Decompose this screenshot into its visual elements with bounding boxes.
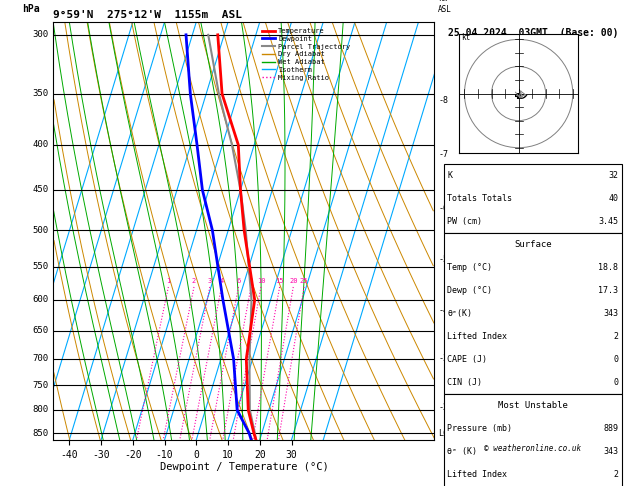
Text: Dewp (°C): Dewp (°C) <box>447 286 493 295</box>
Text: kt: kt <box>462 33 470 42</box>
Text: CAPE (J): CAPE (J) <box>447 355 487 364</box>
Text: Surface: Surface <box>514 240 552 249</box>
X-axis label: Dewpoint / Temperature (°C): Dewpoint / Temperature (°C) <box>160 462 328 472</box>
Text: 0: 0 <box>613 378 618 387</box>
Text: 20: 20 <box>289 278 298 284</box>
Text: 3.45: 3.45 <box>598 217 618 226</box>
Text: 800: 800 <box>33 405 49 415</box>
Text: 3: 3 <box>208 278 212 284</box>
Text: 2: 2 <box>192 278 196 284</box>
Text: θᵉ (K): θᵉ (K) <box>447 447 477 456</box>
Text: 650: 650 <box>33 326 49 335</box>
Text: 700: 700 <box>33 354 49 364</box>
Text: 350: 350 <box>33 89 49 98</box>
Text: 6: 6 <box>237 278 241 284</box>
Text: 40: 40 <box>608 194 618 203</box>
Text: 750: 750 <box>33 381 49 390</box>
Legend: Temperature, Dewpoint, Parcel Trajectory, Dry Adiabat, Wet Adiabat, Isotherm, Mi: Temperature, Dewpoint, Parcel Trajectory… <box>259 25 353 83</box>
FancyBboxPatch shape <box>444 164 622 233</box>
Text: 600: 600 <box>33 295 49 304</box>
Text: 889: 889 <box>603 424 618 433</box>
Text: -7: -7 <box>438 150 448 159</box>
Text: LCL: LCL <box>438 429 453 437</box>
FancyBboxPatch shape <box>444 233 622 394</box>
Text: 450: 450 <box>33 185 49 194</box>
Text: -8: -8 <box>438 96 448 105</box>
FancyBboxPatch shape <box>444 394 622 486</box>
Text: © weatheronline.co.uk: © weatheronline.co.uk <box>484 444 582 453</box>
Text: Lifted Index: Lifted Index <box>447 470 508 479</box>
Text: PW (cm): PW (cm) <box>447 217 482 226</box>
Text: 9°59'N  275°12'W  1155m  ASL: 9°59'N 275°12'W 1155m ASL <box>53 10 242 20</box>
Text: 400: 400 <box>33 140 49 149</box>
Text: -5: -5 <box>438 255 448 264</box>
Text: -4: -4 <box>438 306 448 315</box>
Text: 2: 2 <box>613 332 618 341</box>
Text: 8: 8 <box>249 278 253 284</box>
Text: Pressure (mb): Pressure (mb) <box>447 424 513 433</box>
Text: 850: 850 <box>33 429 49 437</box>
Text: 500: 500 <box>33 226 49 235</box>
Text: 300: 300 <box>33 30 49 39</box>
Text: 10: 10 <box>257 278 265 284</box>
Text: 18.8: 18.8 <box>598 263 618 272</box>
Text: 25.04.2024  03GMT  (Base: 00): 25.04.2024 03GMT (Base: 00) <box>448 28 618 38</box>
Text: hPa: hPa <box>22 3 40 14</box>
Text: Totals Totals: Totals Totals <box>447 194 513 203</box>
Text: 2: 2 <box>613 470 618 479</box>
Text: km
ASL: km ASL <box>438 0 452 14</box>
Text: 25: 25 <box>300 278 308 284</box>
Text: -3: -3 <box>438 354 448 364</box>
Text: Mixing Ratio (g/kg): Mixing Ratio (g/kg) <box>455 208 464 295</box>
Text: 17.3: 17.3 <box>598 286 618 295</box>
Text: -6: -6 <box>438 204 448 213</box>
Text: 15: 15 <box>276 278 284 284</box>
Text: -2: -2 <box>438 403 448 412</box>
Text: CIN (J): CIN (J) <box>447 378 482 387</box>
Text: 1: 1 <box>166 278 170 284</box>
Text: K: K <box>447 171 452 180</box>
Text: 4: 4 <box>220 278 223 284</box>
Text: 32: 32 <box>608 171 618 180</box>
Text: 550: 550 <box>33 262 49 271</box>
Text: 343: 343 <box>603 447 618 456</box>
Text: Temp (°C): Temp (°C) <box>447 263 493 272</box>
Text: θᵉ(K): θᵉ(K) <box>447 309 472 318</box>
Text: Most Unstable: Most Unstable <box>498 401 568 410</box>
Text: 0: 0 <box>613 355 618 364</box>
Text: Lifted Index: Lifted Index <box>447 332 508 341</box>
Text: 343: 343 <box>603 309 618 318</box>
